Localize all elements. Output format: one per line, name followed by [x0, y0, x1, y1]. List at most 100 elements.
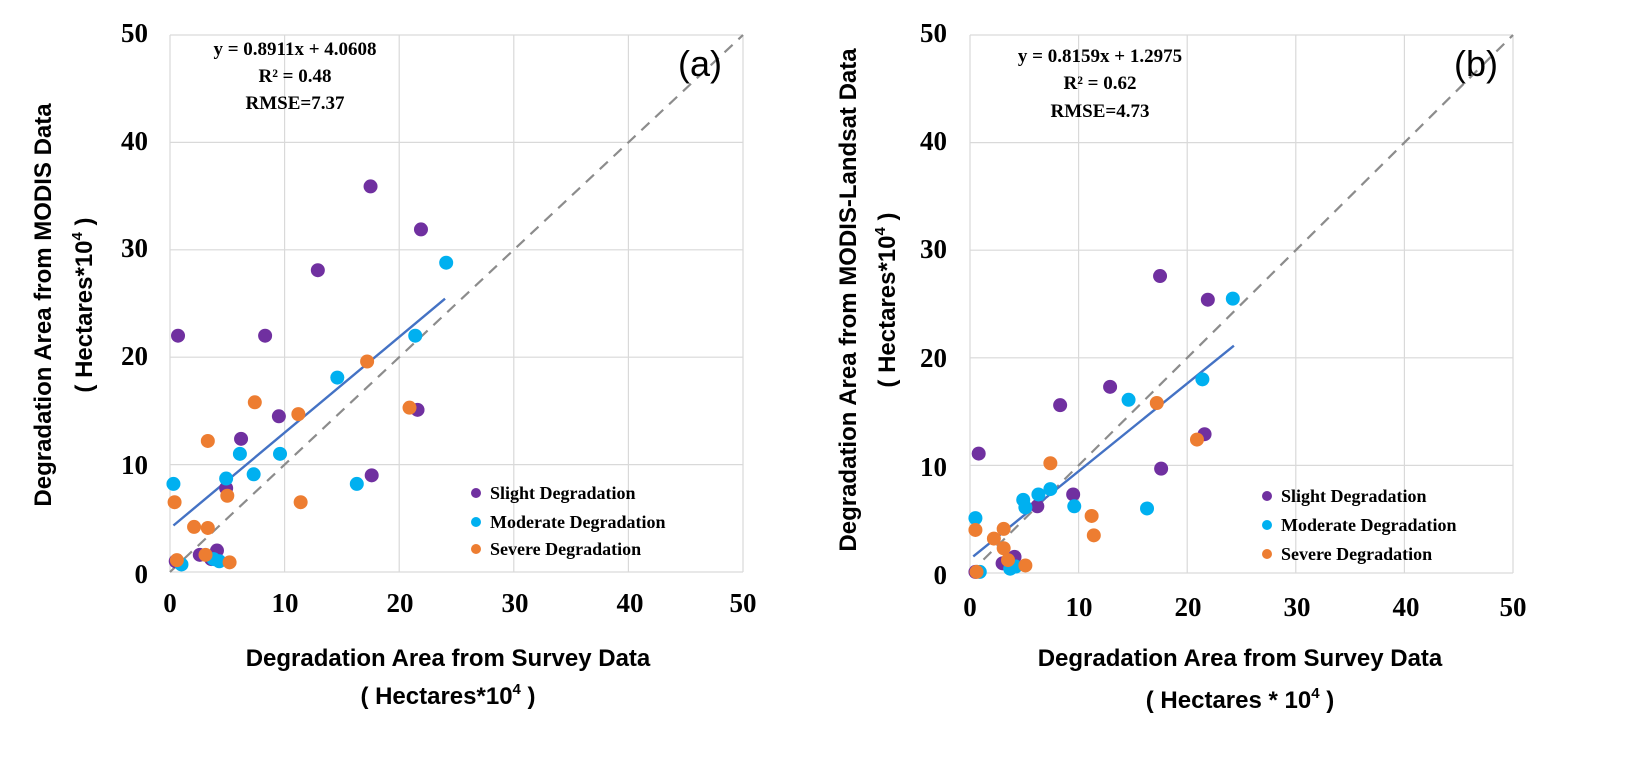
data-point-slight — [1053, 398, 1068, 413]
data-point-severe — [293, 495, 308, 510]
y-tick-label: 10 — [920, 452, 947, 482]
one-to-one-line — [969, 34, 1514, 574]
legend: Slight Degradation Moderate Degradation … — [1262, 486, 1456, 564]
data-point-moderate — [968, 511, 983, 526]
x-tick-label: 30 — [1284, 592, 1311, 622]
linear-fit-line — [172, 297, 446, 527]
legend-label: Slight Degradation — [490, 483, 636, 503]
data-point-moderate — [219, 471, 234, 486]
x-tick-label: 40 — [1393, 592, 1420, 622]
chart-panel-a: 0 10 20 30 40 50 0 10 20 30 40 50 y = 0.… — [30, 18, 757, 710]
data-point-moderate — [1031, 487, 1046, 502]
panel-label: (b) — [1454, 43, 1498, 84]
y-axis-unit: ( Hectares*104 ) — [69, 217, 98, 392]
x-tick-label: 0 — [163, 588, 177, 618]
legend-label: Severe Degradation — [1281, 544, 1432, 564]
y-tick-label: 20 — [920, 343, 947, 373]
rmse-label: RMSE=7.37 — [246, 93, 345, 114]
x-tick-label: 30 — [502, 588, 529, 618]
data-point-severe — [222, 555, 237, 570]
one-to-one-line-b — [969, 34, 1514, 574]
data-point-slight — [234, 431, 249, 446]
x-axis-unit: ( Hectares * 104 ) — [1146, 685, 1334, 714]
gridlines-b — [969, 34, 1514, 574]
y-tick-label: 0 — [934, 560, 948, 590]
x-tick-label: 10 — [1066, 592, 1093, 622]
data-point-slight — [971, 446, 986, 461]
points-a — [166, 179, 454, 572]
data-point-severe — [996, 521, 1011, 536]
points-b — [968, 269, 1240, 579]
regression-equation: y = 0.8159x + 1.2975 — [1018, 46, 1182, 67]
data-point-severe — [1086, 528, 1101, 543]
legend-marker-moderate — [471, 517, 481, 527]
legend-label: Severe Degradation — [490, 539, 641, 559]
r-squared-label: R² = 0.62 — [1064, 73, 1137, 94]
data-point-severe — [969, 564, 984, 579]
x-tick-label: 20 — [387, 588, 414, 618]
data-point-severe — [200, 520, 215, 535]
data-point-moderate — [1225, 291, 1240, 306]
y-tick-label: 30 — [920, 234, 947, 264]
trendline-b — [972, 344, 1235, 558]
data-point-moderate — [246, 467, 261, 482]
linear-fit-line — [972, 344, 1235, 558]
legend: Slight Degradation Moderate Degradation … — [471, 483, 665, 559]
regression-equation: y = 0.8911x + 4.0608 — [213, 39, 376, 60]
data-point-severe — [200, 433, 215, 448]
data-point-moderate — [408, 328, 423, 343]
x-tick-label: 20 — [1175, 592, 1202, 622]
x-axis-title: Degradation Area from Survey Data — [246, 645, 651, 672]
data-point-severe — [187, 519, 202, 534]
data-point-severe — [247, 395, 262, 410]
one-to-one-line — [169, 34, 744, 573]
legend-label: Moderate Degradation — [1281, 515, 1456, 535]
data-point-severe — [986, 531, 1001, 546]
legend-marker-slight — [1262, 491, 1272, 501]
y-axis-unit: ( Hectares*104 ) — [872, 212, 901, 387]
data-point-slight — [413, 222, 428, 237]
y-tick-label: 30 — [121, 233, 148, 263]
data-point-severe — [291, 407, 306, 422]
y-tick-label: 50 — [920, 18, 947, 48]
data-point-moderate — [1121, 392, 1136, 407]
data-point-severe — [1018, 558, 1033, 573]
data-point-slight — [1103, 379, 1118, 394]
x-tick-label: 50 — [1500, 592, 1527, 622]
y-tick-label: 40 — [920, 126, 947, 156]
y-tick-label: 40 — [121, 126, 148, 156]
panel-label: (a) — [678, 43, 722, 84]
data-point-moderate — [349, 476, 364, 491]
data-point-moderate — [439, 255, 454, 270]
y-axis-title: Degradation Area from MODIS Data — [30, 103, 57, 507]
data-point-moderate — [1140, 501, 1155, 516]
chart-panel-b: 0 10 20 30 40 50 0 10 20 30 40 50 y = 0.… — [835, 18, 1527, 714]
r-squared-label: R² = 0.48 — [259, 66, 332, 87]
data-point-severe — [402, 400, 417, 415]
data-point-severe — [220, 488, 235, 503]
data-point-moderate — [1043, 482, 1058, 497]
data-point-slight — [363, 179, 378, 194]
data-point-severe — [1189, 432, 1204, 447]
data-point-slight — [171, 328, 186, 343]
data-point-moderate — [1018, 500, 1033, 515]
data-point-slight — [1066, 487, 1081, 502]
y-tick-label: 10 — [121, 450, 148, 480]
data-point-slight — [310, 263, 325, 278]
data-point-severe — [167, 495, 182, 510]
legend-marker-moderate — [1262, 520, 1272, 530]
x-tick-label: 10 — [272, 588, 299, 618]
data-point-severe — [1043, 456, 1058, 471]
data-point-severe — [198, 547, 213, 562]
x-tick-label: 0 — [963, 592, 977, 622]
data-point-moderate — [1067, 499, 1082, 514]
data-point-severe — [169, 553, 184, 568]
data-point-slight — [258, 328, 273, 343]
trendline-a — [172, 297, 446, 527]
data-point-moderate — [1195, 372, 1210, 387]
legend-label: Slight Degradation — [1281, 486, 1427, 506]
data-point-slight — [1154, 461, 1169, 476]
data-point-slight — [1153, 269, 1168, 284]
x-tick-label: 50 — [730, 588, 757, 618]
legend-marker-slight — [471, 488, 481, 498]
